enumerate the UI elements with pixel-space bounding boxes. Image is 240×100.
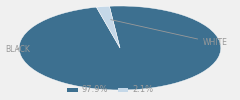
Text: 97.9%: 97.9%	[82, 86, 108, 94]
Text: WHITE: WHITE	[111, 20, 228, 48]
Bar	[67, 88, 78, 92]
Text: BLACK: BLACK	[5, 44, 30, 54]
Wedge shape	[96, 6, 120, 48]
Bar	[118, 88, 128, 92]
Text: 2.1%: 2.1%	[132, 86, 153, 94]
Wedge shape	[19, 6, 221, 90]
